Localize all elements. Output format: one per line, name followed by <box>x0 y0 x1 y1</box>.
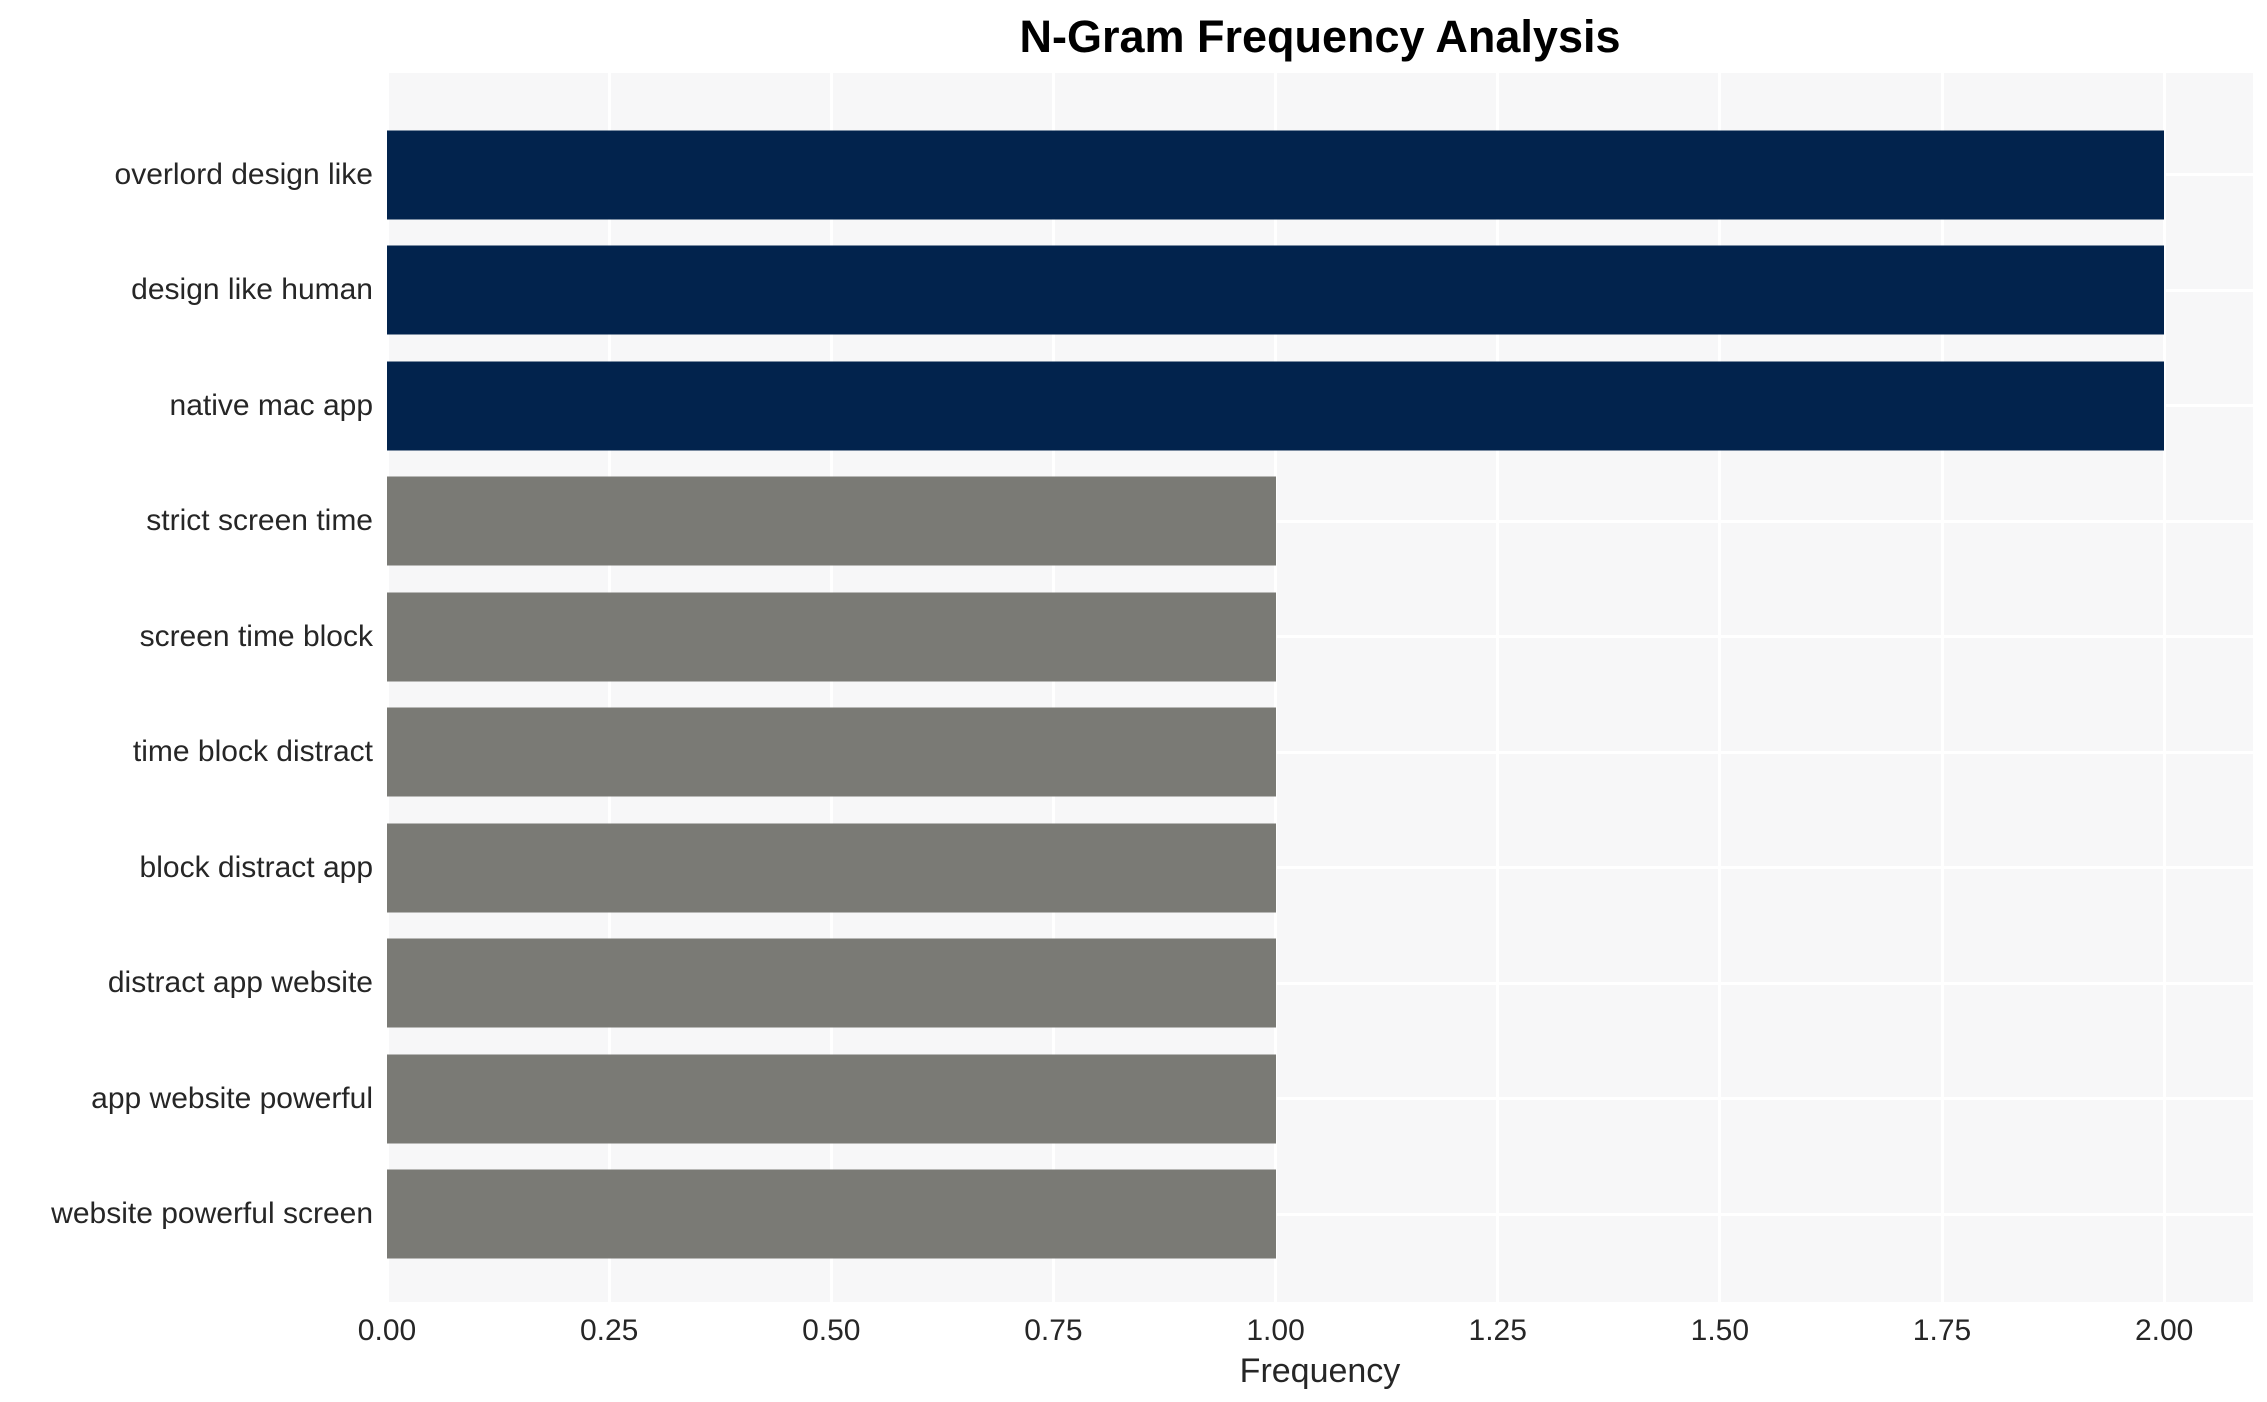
y-tick-label: block distract app <box>139 850 373 884</box>
vertical-gridline <box>1496 73 1500 1302</box>
vertical-gridline <box>607 73 611 1302</box>
x-tick-label: 0.75 <box>1024 1314 1083 1347</box>
bar-strict-screen-time <box>387 476 1276 566</box>
y-tick-label: overlord design like <box>114 157 373 191</box>
x-tick-label: 1.75 <box>1912 1314 1972 1347</box>
bar-time-block-distract <box>387 707 1276 797</box>
bar-row <box>387 1041 2253 1157</box>
vertical-gridline <box>1940 73 1944 1302</box>
x-tick-label: 0.50 <box>802 1314 861 1347</box>
bar-row <box>387 695 2253 811</box>
horizontal-gridline <box>387 1212 2253 1216</box>
plot-column: 0.00 0.25 0.50 0.75 1.00 1.25 1.50 1.75 2.00 Fre… <box>358 73 2253 1391</box>
y-tick-label: strict screen time <box>146 504 373 538</box>
chart-title: N-Gram Frequency Analysis <box>1019 10 1621 62</box>
y-tick-label: screen time block <box>139 619 373 653</box>
bar-app-website-powerful <box>387 1054 1276 1144</box>
horizontal-gridline <box>387 981 2253 985</box>
y-tick-label: distract app website <box>107 966 373 1000</box>
x-tick-label: 1.50 <box>1690 1314 1750 1347</box>
horizontal-gridline <box>387 1097 2253 1101</box>
bar-native-mac-app <box>387 361 2165 451</box>
bar-row <box>387 810 2253 926</box>
x-axis-label: Frequency <box>1239 1352 1401 1390</box>
horizontal-gridline <box>387 866 2253 870</box>
x-tick-label: 2.00 <box>2134 1314 2194 1347</box>
vertical-gridline <box>1718 73 1722 1302</box>
plot-area <box>385 73 2253 1302</box>
y-tick-label: time block distract <box>132 735 373 769</box>
vertical-gridline <box>2162 73 2166 1302</box>
x-tick-label: 1.25 <box>1468 1314 1527 1347</box>
y-tick-label: native mac app <box>169 388 373 422</box>
bar-block-distract-app <box>387 823 1276 913</box>
bar-row <box>387 233 2253 349</box>
x-tick-label: 0.25 <box>579 1314 639 1347</box>
chart-title-row: N-Gram Frequency Analysis <box>387 0 2253 73</box>
vertical-gridline <box>385 73 389 1302</box>
y-tick-label: app website powerful <box>91 1081 373 1115</box>
plot-right-margin <box>2253 73 2267 1302</box>
vertical-gridline <box>829 73 833 1302</box>
bar-distract-app-website <box>387 938 1276 1028</box>
bar-row <box>387 464 2253 580</box>
bar-screen-time-block <box>387 592 1276 682</box>
bar-row <box>387 1157 2253 1273</box>
horizontal-gridline <box>387 635 2253 639</box>
bar-row <box>387 117 2253 233</box>
bar-row <box>387 348 2253 464</box>
bar-row <box>387 579 2253 695</box>
vertical-gridline <box>1274 73 1278 1302</box>
x-axis-ticks: 0.00 0.25 0.50 0.75 1.00 1.25 1.50 1.75 2.00 <box>358 1302 2253 1350</box>
horizontal-gridline <box>387 750 2253 754</box>
y-tick-label: website powerful screen <box>51 1197 373 1231</box>
vertical-gridline <box>1051 73 1055 1302</box>
x-tick-label: 0.00 <box>357 1314 417 1347</box>
bar-website-powerful-screen <box>387 1169 1276 1259</box>
bar-row <box>387 926 2253 1042</box>
bar-overlord-design-like <box>387 130 2165 220</box>
y-axis-labels: overlord design like design like human nat… <box>0 73 387 1302</box>
horizontal-gridline <box>387 519 2253 523</box>
x-tick-label: 1.00 <box>1246 1314 1305 1347</box>
bar-design-like-human <box>387 245 2165 335</box>
y-tick-label: design like human <box>131 273 373 307</box>
chart-body: overlord design like design like human nat… <box>0 73 2267 1391</box>
